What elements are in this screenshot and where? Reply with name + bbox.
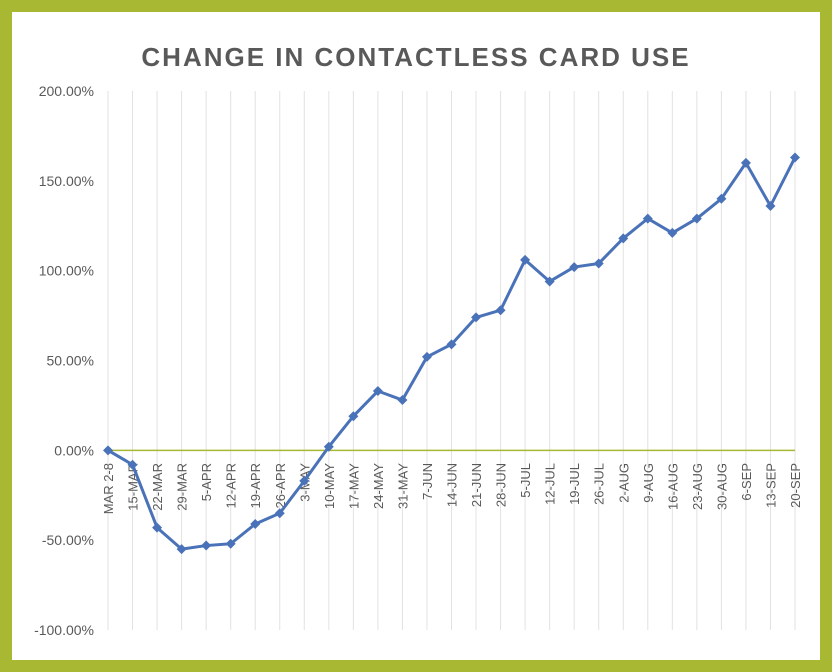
data-point: [176, 544, 187, 555]
data-point: [250, 518, 261, 529]
x-axis-ticks: MAR 2-8 15-MAR 22-MAR 29-MAR 5-APR 12-APR 19-A…: [101, 463, 803, 515]
x-tick-label: MAR 2-8: [101, 463, 116, 514]
data-point: [667, 227, 678, 238]
x-tick-label: 23-AUG: [690, 463, 705, 510]
series: [103, 152, 800, 555]
data-point: [348, 411, 359, 422]
x-tick-label: 21-JUN: [469, 463, 484, 507]
x-tick-label: 2-AUG: [616, 463, 631, 503]
x-tick-label: 22-MAR: [150, 463, 165, 511]
data-point: [152, 522, 163, 533]
x-tick-label: 19-JUL: [567, 463, 582, 505]
data-point: [103, 445, 113, 456]
data-point: [569, 262, 580, 273]
data-point: [201, 540, 212, 551]
y-tick-label: -100.00%: [34, 622, 94, 638]
x-tick-label: 24-MAY: [371, 463, 386, 509]
y-axis-ticks: -100.00% -50.00% 0.00% 50.00% 100.00% 150.00%…: [34, 83, 94, 638]
data-point: [299, 475, 310, 486]
x-tick-label: 26-APR: [273, 463, 288, 509]
gridlines: [107, 91, 796, 630]
x-tick-label: 14-JUN: [445, 463, 460, 507]
data-point: [593, 258, 604, 269]
data-point: [397, 395, 408, 406]
x-tick-label: 10-MAY: [322, 463, 337, 509]
x-tick-label: 20-SEP: [788, 463, 803, 508]
data-point: [642, 213, 653, 224]
x-tick-label: 6-SEP: [739, 463, 754, 501]
x-tick-label: 16-AUG: [665, 463, 680, 510]
y-tick-label: 200.00%: [39, 83, 94, 99]
data-point: [225, 538, 236, 549]
data-point: [618, 233, 629, 244]
y-tick-label: -50.00%: [42, 532, 94, 548]
data-point: [716, 193, 727, 204]
x-tick-label: 5-APR: [199, 463, 214, 501]
x-tick-label: 26-JUL: [592, 463, 607, 505]
data-point: [421, 351, 432, 362]
x-tick-label: 5-JUL: [518, 463, 533, 498]
x-tick-label: 19-APR: [248, 463, 263, 509]
x-tick-label: 30-AUG: [714, 463, 729, 510]
x-tick-label: 12-JUL: [543, 463, 558, 505]
data-point: [544, 276, 555, 287]
data-point: [471, 312, 482, 323]
data-point: [790, 152, 800, 163]
data-point: [446, 339, 457, 350]
data-point: [495, 305, 506, 316]
x-tick-label: 9-AUG: [641, 463, 656, 503]
x-tick-label: 15-MAR: [126, 463, 141, 511]
x-tick-label: 13-SEP: [763, 463, 778, 508]
x-tick-label: 7-JUN: [420, 463, 435, 500]
data-point: [372, 386, 383, 397]
data-point: [323, 441, 334, 452]
data-point: [691, 213, 702, 224]
data-point: [765, 200, 776, 211]
x-tick-label: 29-MAR: [175, 463, 190, 511]
data-point: [274, 508, 285, 519]
x-tick-label: 17-MAY: [346, 463, 361, 509]
x-tick-label: 28-JUN: [494, 463, 509, 507]
y-tick-label: 50.00%: [47, 353, 94, 369]
y-tick-label: 100.00%: [39, 263, 94, 279]
x-tick-label: 12-APR: [224, 463, 239, 509]
chart-title: CHANGE IN CONTACTLESS CARD USE: [141, 42, 691, 72]
y-tick-label: 150.00%: [39, 173, 94, 189]
chart-panel: CHANGE IN CONTACTLESS CARD USE -100.00% -…: [12, 12, 820, 660]
data-point: [740, 157, 751, 168]
x-tick-label: 31-MAY: [395, 463, 410, 509]
line-chart: -100.00% -50.00% 0.00% 50.00% 100.00% 150.00%…: [34, 83, 803, 638]
y-tick-label: 0.00%: [54, 442, 94, 458]
